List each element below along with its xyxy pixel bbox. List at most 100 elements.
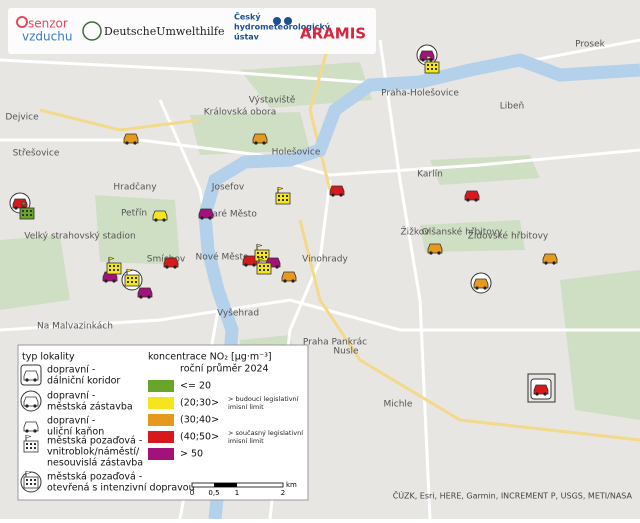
building-icon <box>424 61 440 74</box>
window <box>431 64 433 66</box>
car-icon <box>163 257 179 268</box>
wheel <box>33 378 37 382</box>
place-label: Petřín <box>121 209 147 219</box>
legend-class-label: (40;50> <box>180 432 219 443</box>
window <box>261 252 263 254</box>
flag <box>258 256 265 261</box>
place-label: Karlín <box>417 170 443 180</box>
wheel <box>112 279 116 283</box>
wheel <box>429 58 433 62</box>
car-icon <box>464 190 480 201</box>
wheel <box>25 378 29 382</box>
building-icon <box>106 262 122 275</box>
wheel <box>165 265 169 269</box>
window <box>109 269 111 271</box>
legend-type-label: městská pozaďová - <box>47 472 142 483</box>
parks <box>0 62 640 420</box>
window <box>131 277 133 279</box>
logo-text: hydrometeorologický <box>234 23 331 32</box>
scale-unit: km <box>286 481 297 489</box>
wheel <box>139 295 143 299</box>
place-label: Prosek <box>575 40 606 50</box>
car-icon <box>533 384 549 395</box>
window <box>267 265 269 267</box>
wheel <box>133 141 137 145</box>
sensor-marker <box>198 208 214 220</box>
window <box>34 483 36 485</box>
legend-type-label: dopravní - <box>47 391 95 402</box>
building-icon <box>254 249 270 262</box>
legend-type-label: dopravní - <box>47 365 95 376</box>
wheel <box>474 198 478 202</box>
window <box>113 269 115 271</box>
legend-type-label: dopravní - <box>47 416 95 427</box>
window <box>257 256 259 258</box>
window <box>286 195 288 197</box>
window <box>278 195 280 197</box>
window <box>30 483 32 485</box>
wheel <box>33 404 37 408</box>
window <box>131 281 133 283</box>
flag <box>21 201 28 206</box>
sensor-marker <box>163 257 179 269</box>
window <box>263 269 265 271</box>
legend-class-label: (30;40> <box>180 415 219 426</box>
car-icon <box>23 421 39 432</box>
wheel <box>421 58 425 62</box>
window <box>34 447 36 449</box>
legend-swatch <box>148 431 174 443</box>
legend-class-label: <= 20 <box>180 381 211 392</box>
wheel <box>275 265 279 269</box>
window <box>26 214 28 216</box>
sensor-marker <box>20 390 42 412</box>
window <box>30 210 32 212</box>
scale-label: 1 <box>235 489 239 497</box>
scale-label: 2 <box>281 489 285 497</box>
logo-text: vzduchu <box>22 30 72 44</box>
wheel <box>291 279 295 283</box>
window <box>127 277 129 279</box>
legend-note: imisní limit <box>228 437 264 445</box>
place-label: Vinohrady <box>302 255 348 265</box>
building-icon <box>23 476 39 489</box>
window <box>263 265 265 267</box>
building-icon <box>275 192 291 205</box>
sensor-marker <box>242 255 258 267</box>
sensor-marker <box>281 271 297 283</box>
place-label: Libeň <box>500 101 524 112</box>
car-icon <box>198 208 214 219</box>
sensor-marker <box>137 287 153 299</box>
wheel <box>125 141 129 145</box>
window <box>286 199 288 201</box>
wheel <box>104 279 108 283</box>
window <box>26 443 28 445</box>
car-icon <box>542 253 558 264</box>
window <box>135 281 137 283</box>
logo-bar <box>8 8 376 54</box>
window <box>267 269 269 271</box>
place-label: Praha-Holešovice <box>381 88 459 99</box>
sensor-marker <box>123 133 139 145</box>
place-label: Na Malvazinkách <box>37 322 113 332</box>
logo-icon <box>284 17 292 25</box>
logo-text: DeutscheUmwelthilfe <box>104 25 225 38</box>
window <box>259 265 261 267</box>
wheel <box>25 429 29 433</box>
logo-text: ARAMIS <box>300 25 366 43</box>
wheel <box>437 251 441 255</box>
wheel <box>173 265 177 269</box>
window <box>259 269 261 271</box>
legend-type-label: městská zástavba <box>47 402 133 413</box>
window <box>109 265 111 267</box>
window <box>261 256 263 258</box>
wheel <box>162 218 166 222</box>
scale-bar <box>191 482 284 488</box>
place-label: Nové Město <box>196 252 249 263</box>
highlight-frame <box>527 373 556 403</box>
car-icon <box>12 198 28 209</box>
scale-label: 0,5 <box>208 489 219 497</box>
place-label: Olšanské hřbitovy <box>422 227 503 238</box>
sensor-marker <box>23 434 39 453</box>
logo-text: ústav <box>234 33 260 42</box>
